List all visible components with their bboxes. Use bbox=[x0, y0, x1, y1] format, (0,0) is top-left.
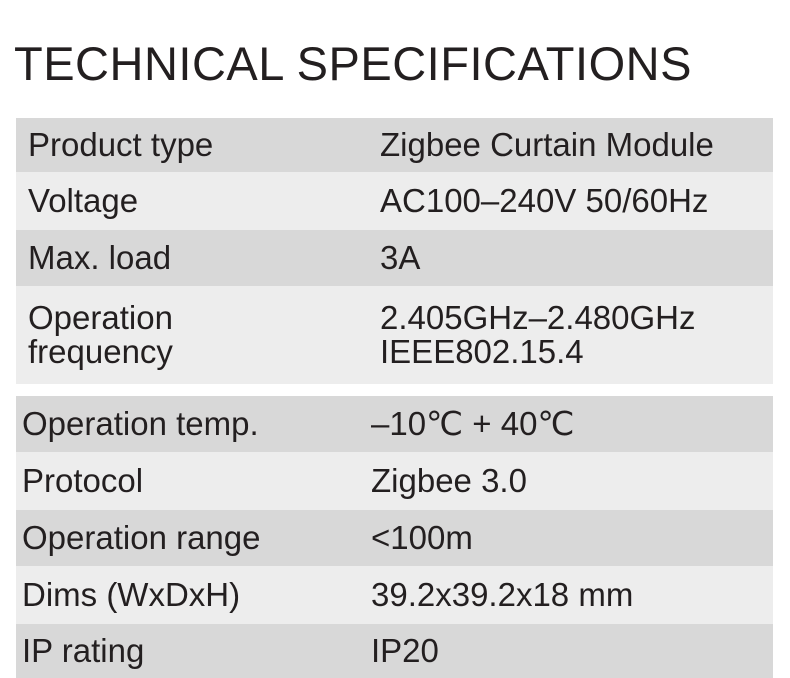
spec-label-line: Operation range bbox=[22, 519, 261, 556]
spec-value: IP20 bbox=[371, 624, 439, 678]
spec-value: 2.405GHz–2.480GHz IEEE802.15.4 bbox=[380, 286, 696, 384]
spec-value-line: AC100–240V 50/60Hz bbox=[380, 182, 709, 219]
spec-value: <100m bbox=[371, 510, 473, 566]
spec-row: Product type Zigbee Curtain Module bbox=[16, 118, 773, 172]
spec-label: Protocol bbox=[22, 452, 143, 510]
spec-row: Protocol Zigbee 3.0 bbox=[16, 452, 773, 510]
spec-value: –10℃ + 40℃ bbox=[371, 396, 575, 452]
spec-label-line: Operation bbox=[28, 299, 173, 336]
spec-label-line: Product type bbox=[28, 126, 214, 163]
spec-label: Operation range bbox=[22, 510, 261, 566]
spec-label-line: Max. load bbox=[28, 239, 172, 276]
spec-value: 39.2x39.2x18 mm bbox=[371, 566, 633, 624]
spec-value-line: 2.405GHz–2.480GHz bbox=[380, 299, 696, 336]
spec-value-line: IEEE802.15.4 bbox=[380, 333, 584, 370]
spec-label: Operation frequency bbox=[28, 286, 173, 384]
spec-label-line: Protocol bbox=[22, 462, 144, 499]
spec-row: Voltage AC100–240V 50/60Hz bbox=[16, 172, 773, 230]
spec-label: Voltage bbox=[28, 172, 138, 230]
spec-value: 3A bbox=[380, 230, 420, 286]
spec-value-line: –10℃ + 40℃ bbox=[371, 405, 575, 442]
spec-value-line: 3A bbox=[380, 239, 421, 276]
title: TECHNICAL SPECIFICATIONS bbox=[14, 37, 692, 90]
spec-label-line: Voltage bbox=[28, 182, 139, 219]
spec-row: IP rating IP20 bbox=[16, 624, 773, 678]
spec-label: Dims (WxDxH) bbox=[22, 566, 240, 624]
spec-value: Zigbee 3.0 bbox=[371, 452, 527, 510]
spec-label-line: IP rating bbox=[22, 632, 145, 669]
spec-label: Operation temp. bbox=[22, 396, 259, 452]
spec-value-line: 39.2x39.2x18 mm bbox=[371, 576, 634, 613]
spec-row: Max. load 3A bbox=[16, 230, 773, 286]
spec-label-line: Operation temp. bbox=[22, 405, 259, 442]
spec-label-line: frequency bbox=[28, 333, 173, 370]
spec-value: AC100–240V 50/60Hz bbox=[380, 172, 708, 230]
spec-value-line: <100m bbox=[371, 519, 473, 556]
spec-label: Product type bbox=[28, 118, 213, 172]
spec-row: Operation temp. –10℃ + 40℃ bbox=[16, 396, 773, 452]
spec-label-line: Dims (WxDxH) bbox=[22, 576, 241, 613]
spec-value-line: Zigbee Curtain Module bbox=[380, 126, 714, 163]
spec-value-line: IP20 bbox=[371, 632, 439, 669]
spec-label: IP rating bbox=[22, 624, 144, 678]
spec-row: Operation range <100m bbox=[16, 510, 773, 566]
spec-label: Max. load bbox=[28, 230, 171, 286]
spec-value: Zigbee Curtain Module bbox=[380, 118, 714, 172]
spec-row: Dims (WxDxH) 39.2x39.2x18 mm bbox=[16, 566, 773, 624]
spec-value-line: Zigbee 3.0 bbox=[371, 462, 527, 499]
spec-row: Operation frequency 2.405GHz–2.480GHz IEEE8… bbox=[16, 286, 773, 384]
